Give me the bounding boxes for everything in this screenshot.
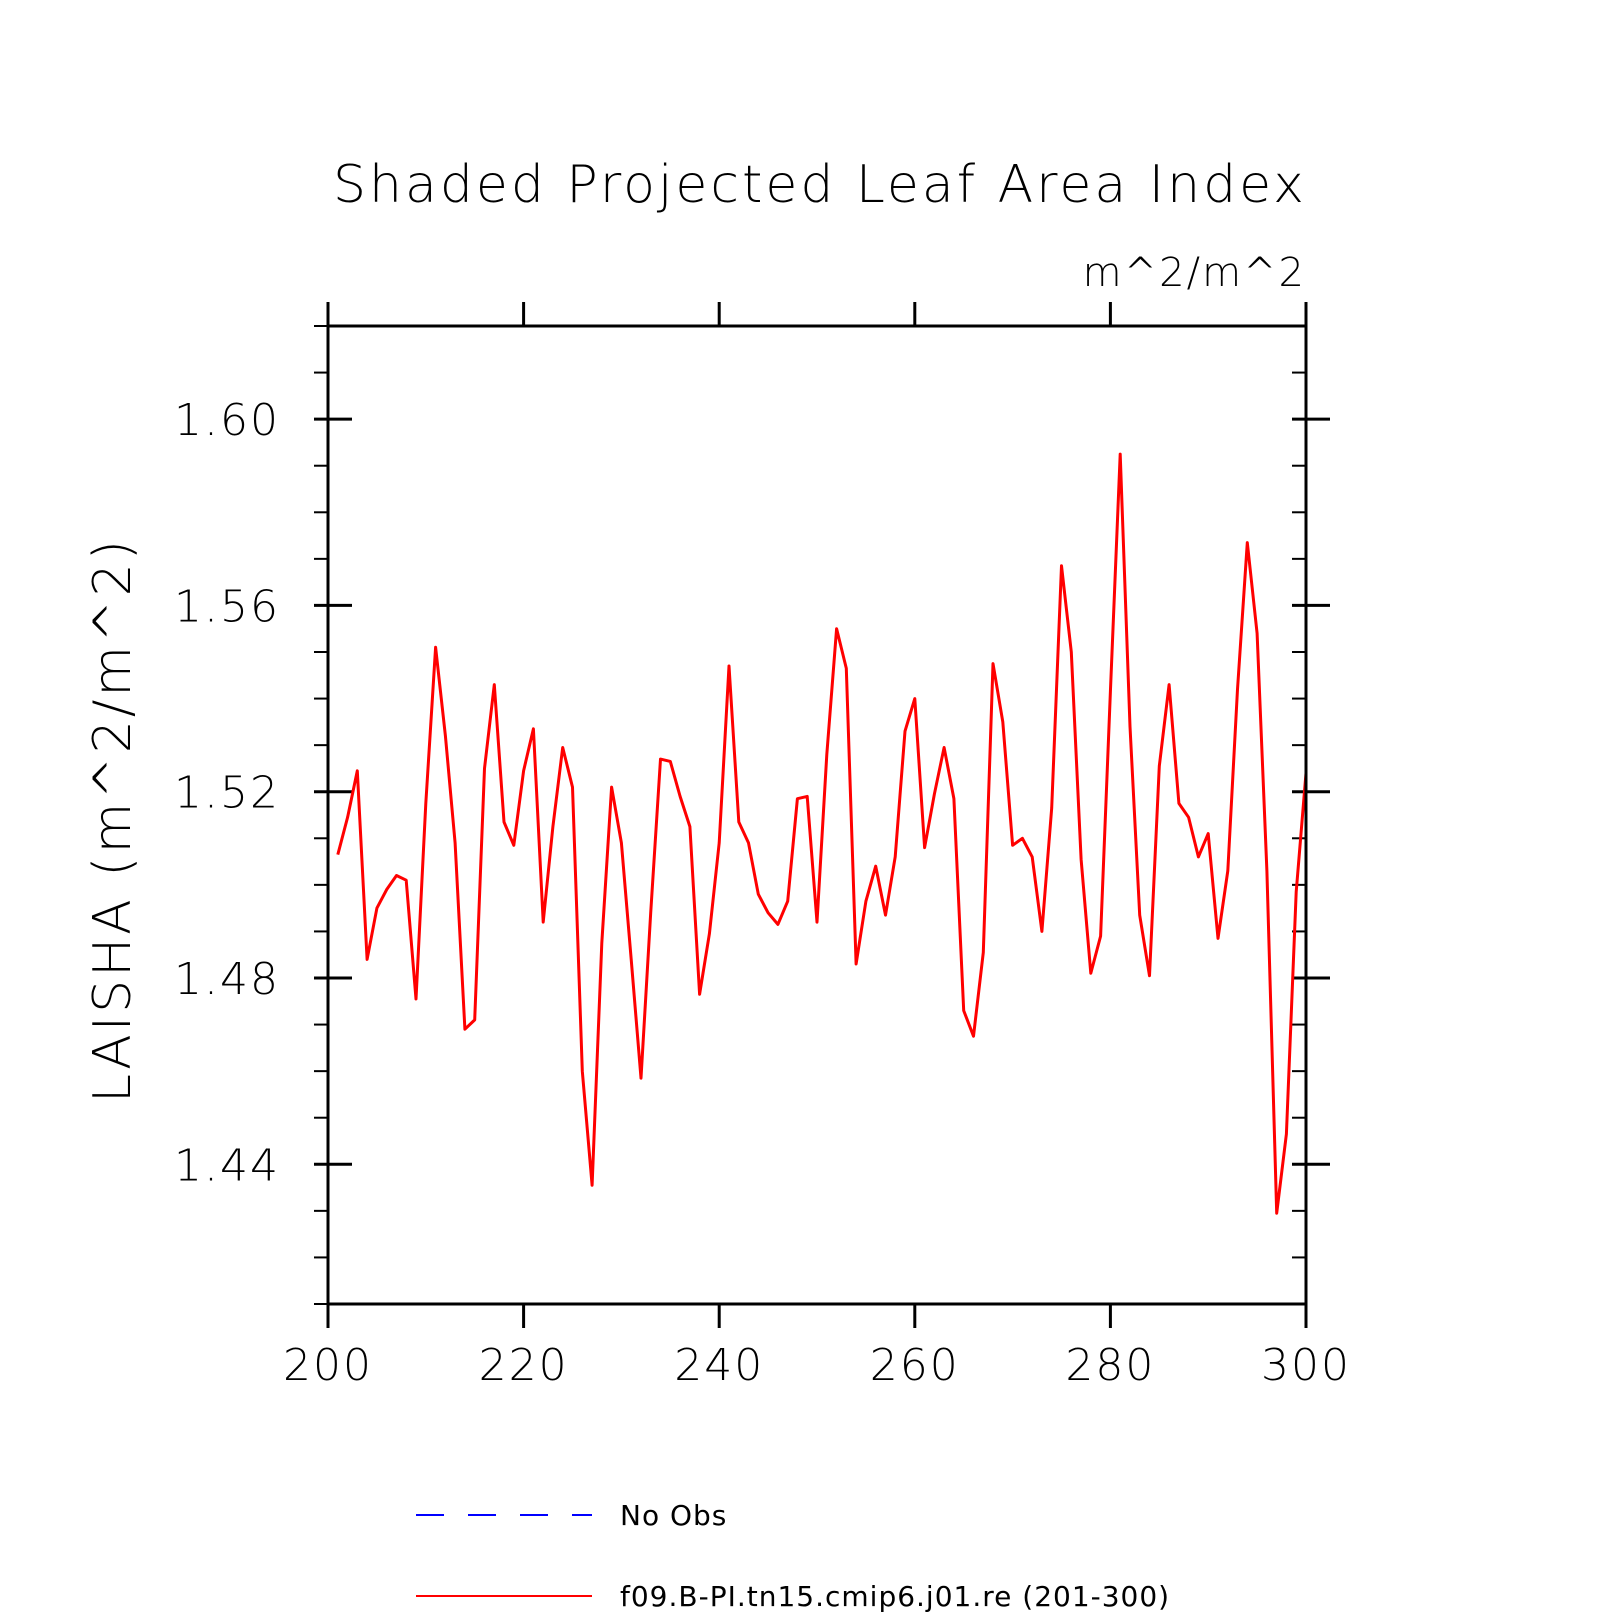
y-tick-label: 1.52 <box>174 768 280 819</box>
legend-label: f09.B-PI.tn15.cmip6.j01.re (201-300) <box>620 1580 1170 1613</box>
chart-title: Shaded Projected Leaf Area Index <box>333 155 1307 215</box>
x-tick-label: 220 <box>479 1340 569 1391</box>
y-axis-label: LAISHA (m^2/m^2) <box>83 537 143 1103</box>
legend: No Obs f09.B-PI.tn15.cmip6.j01.re (201-30… <box>416 1499 1170 1613</box>
y-tick-label: 1.44 <box>174 1140 280 1191</box>
y-tick-label: 1.56 <box>174 581 280 632</box>
units-label: m^2/m^2 <box>1083 250 1306 296</box>
y-tick-label: 1.48 <box>174 954 280 1005</box>
series-line <box>336 452 1308 1215</box>
legend-label: No Obs <box>620 1499 727 1532</box>
x-tick-label: 200 <box>283 1340 373 1391</box>
x-tick-label: 240 <box>674 1340 764 1391</box>
y-tick-label: 1.60 <box>174 395 280 446</box>
plot-frame <box>326 324 1308 1306</box>
x-tick-label: 300 <box>1261 1340 1351 1391</box>
tick-labels: 200 220 240 260 280 300 1.44 1.48 1.52 1.56 1.60 <box>174 395 1351 1391</box>
x-tick-label: 280 <box>1065 1340 1155 1391</box>
x-tick-label: 260 <box>870 1340 960 1391</box>
plot-lines <box>336 452 1308 1215</box>
